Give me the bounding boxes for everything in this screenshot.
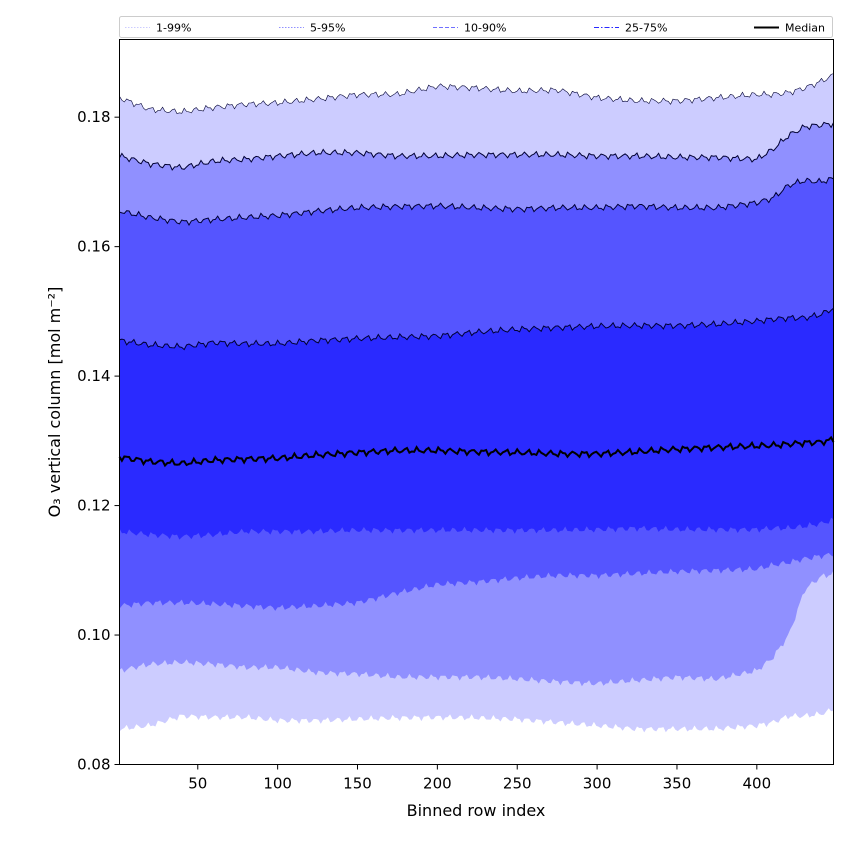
y-tick-label: 0.12 bbox=[77, 497, 110, 515]
legend: 1-99% 5-95% 10-90% 25-75% Median bbox=[119, 16, 833, 38]
band-upper-edge-25-75pct bbox=[119, 307, 834, 351]
median-layer bbox=[118, 435, 835, 468]
x-tick-label: 150 bbox=[343, 775, 372, 793]
plot-frame bbox=[119, 39, 834, 765]
x-tick-label: 250 bbox=[503, 775, 532, 793]
y-axis-label: O₃ vertical column [mol m⁻²] bbox=[45, 287, 64, 518]
x-tick-label: 350 bbox=[663, 775, 692, 793]
x-tick-label: 300 bbox=[583, 775, 612, 793]
x-axis: 50 100 150 200 250 300 350 400 bbox=[188, 764, 772, 793]
legend-label: 25-75% bbox=[625, 22, 667, 35]
bands-layer bbox=[119, 73, 834, 733]
y-tick-label: 0.14 bbox=[77, 367, 110, 385]
median-line bbox=[118, 435, 835, 468]
x-axis-label: Binned row index bbox=[407, 801, 546, 820]
x-tick-label: 50 bbox=[188, 775, 207, 793]
y-tick-label: 0.18 bbox=[77, 108, 110, 126]
x-tick-label: 400 bbox=[743, 775, 772, 793]
legend-box bbox=[119, 16, 833, 38]
legend-label: 1-99% bbox=[156, 22, 191, 35]
x-tick-label: 100 bbox=[263, 775, 292, 793]
legend-label: 10-90% bbox=[464, 22, 506, 35]
y-tick-label: 0.10 bbox=[77, 626, 110, 644]
band-upper-edge-5-95pct bbox=[119, 121, 834, 171]
band-edges-layer bbox=[119, 73, 834, 351]
legend-label: 5-95% bbox=[310, 22, 345, 35]
band-25-75pct bbox=[119, 308, 834, 540]
legend-label: Median bbox=[785, 22, 825, 35]
y-tick-label: 0.16 bbox=[77, 238, 110, 256]
y-tick-label: 0.08 bbox=[77, 756, 110, 774]
band-upper-edge-10-90pct bbox=[119, 177, 834, 227]
y-axis: 0.08 0.10 0.12 0.14 0.16 0.18 bbox=[77, 108, 120, 774]
x-tick-label: 200 bbox=[423, 775, 452, 793]
band-upper-edge-1-99pct bbox=[119, 73, 834, 114]
